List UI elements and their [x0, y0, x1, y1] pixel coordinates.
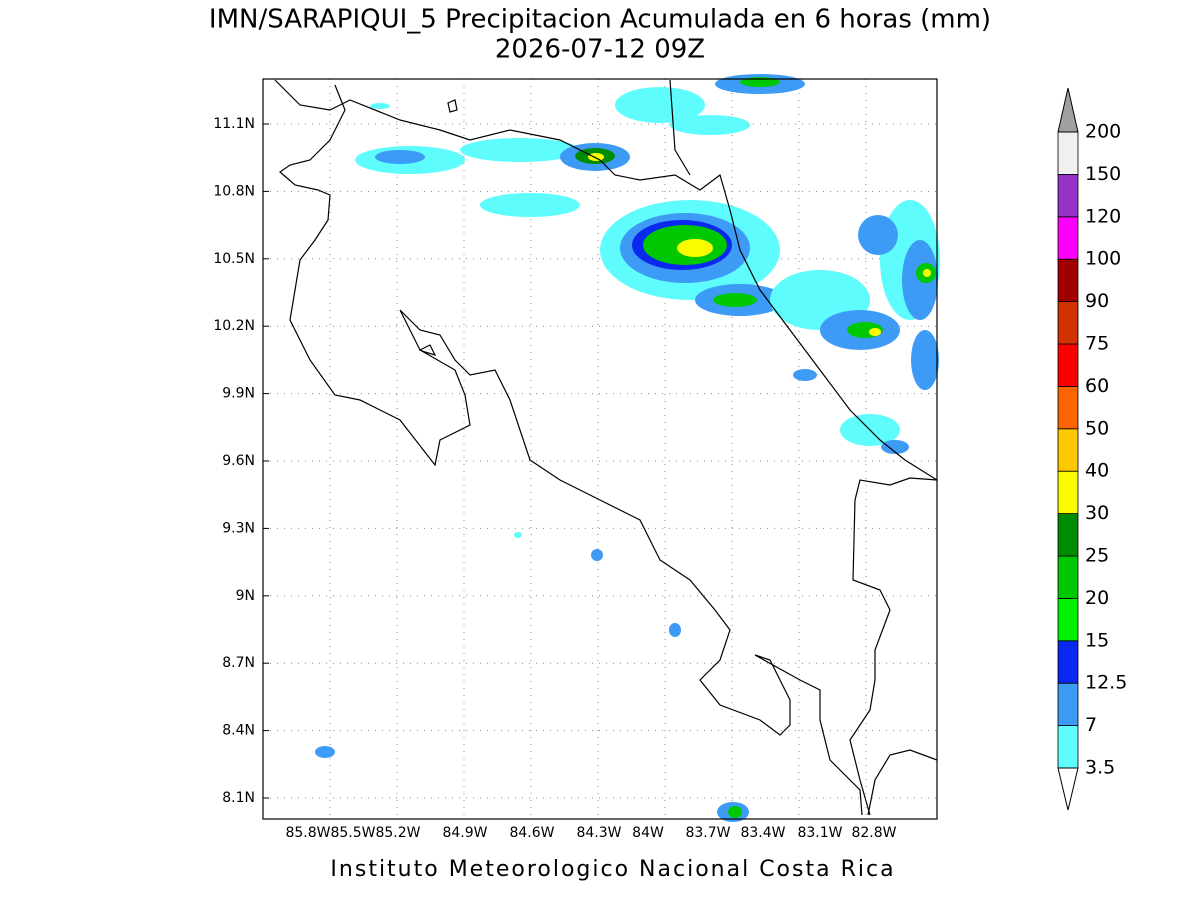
- colorbar-label: 40: [1085, 460, 1109, 482]
- x-tick-label: 84.3W: [576, 825, 621, 841]
- colorbar-box: [1057, 555, 1079, 599]
- y-tick-label: 10.2N: [213, 318, 255, 334]
- colorbar-label: 3.5: [1085, 757, 1115, 779]
- colorbar-box: [1057, 343, 1079, 387]
- colorbar-box: [1057, 131, 1079, 175]
- map-frame: [262, 78, 938, 820]
- colorbar-box: [1057, 428, 1079, 472]
- colorbar-label: 30: [1085, 502, 1109, 524]
- colorbar-label: 12.5: [1085, 672, 1127, 694]
- colorbar-label: 7: [1085, 714, 1097, 736]
- colorbar-label: 25: [1085, 545, 1109, 567]
- colorbar-label: 75: [1085, 333, 1109, 355]
- coastline: [274, 79, 938, 816]
- colorbar-box: [1057, 173, 1079, 218]
- x-tick-label: 83.7W: [685, 825, 730, 841]
- subtitle: 2026-07-12 09Z: [495, 35, 705, 65]
- precipitation: [315, 74, 940, 822]
- y-tick-label: 9.9N: [222, 386, 255, 402]
- title: IMN/SARAPIQUI_5 Precipitacion Acumulada …: [209, 5, 991, 35]
- colorbar-over: [1057, 87, 1079, 133]
- y-tick-label: 8.1N: [222, 790, 255, 806]
- y-tick-label: 10.5N: [213, 251, 255, 267]
- colorbar-box: [1057, 385, 1079, 430]
- x-tick-label: 84.6W: [509, 825, 554, 841]
- y-tick-label: 8.4N: [222, 723, 255, 739]
- colorbar-box: [1057, 640, 1079, 684]
- x-tick-label: 83.4W: [740, 825, 785, 841]
- colorbar-label: 150: [1085, 163, 1121, 185]
- colorbar-box: [1057, 598, 1079, 642]
- x-tick-label: 85.8W: [285, 825, 330, 841]
- y-tick-label: 9N: [236, 588, 255, 604]
- y-tick-label: 9.6N: [222, 453, 255, 469]
- colorbar-label: 120: [1085, 205, 1121, 227]
- x-tick-label: 84.9W: [442, 825, 487, 841]
- footer: Instituto Meteorologico Nacional Costa R…: [330, 857, 895, 882]
- colorbar-label: 200: [1085, 121, 1121, 143]
- x-tick-label: 83.1W: [797, 825, 842, 841]
- x-tick-label: 85.5W: [330, 825, 375, 841]
- colorbar: 3.5 7 12.5 15 20 25 30 40 50 60 75 90 100 120 150 200: [1057, 87, 1127, 811]
- x-tick-label: 84W: [632, 825, 664, 841]
- colorbar-box: [1057, 216, 1079, 260]
- colorbar-under: [1057, 767, 1079, 811]
- colorbar-box: [1057, 470, 1079, 515]
- x-tick-label: 82.8W: [851, 825, 896, 841]
- colorbar-box: [1057, 725, 1079, 769]
- y-tick-label: 8.7N: [222, 655, 255, 671]
- x-tick-label: 85.2W: [375, 825, 420, 841]
- y-tick-label: 11.1N: [213, 116, 255, 132]
- y-tick-label: 10.8N: [213, 183, 255, 199]
- colorbar-box: [1057, 513, 1079, 557]
- colorbar-box: [1057, 258, 1079, 303]
- colorbar-box: [1057, 682, 1079, 727]
- colorbar-label: 100: [1085, 248, 1121, 270]
- y-tick-label: 9.3N: [222, 520, 255, 536]
- grid: 85.8W 85.5W 85.2W 84.9W 84.6W 84.3W 84W 83.7W 83…: [213, 79, 937, 841]
- colorbar-label: 20: [1085, 587, 1109, 609]
- colorbar-box: [1057, 301, 1079, 345]
- colorbar-label: 15: [1085, 629, 1109, 651]
- colorbar-label: 90: [1085, 290, 1109, 312]
- colorbar-label: 50: [1085, 417, 1109, 439]
- colorbar-label: 60: [1085, 375, 1109, 397]
